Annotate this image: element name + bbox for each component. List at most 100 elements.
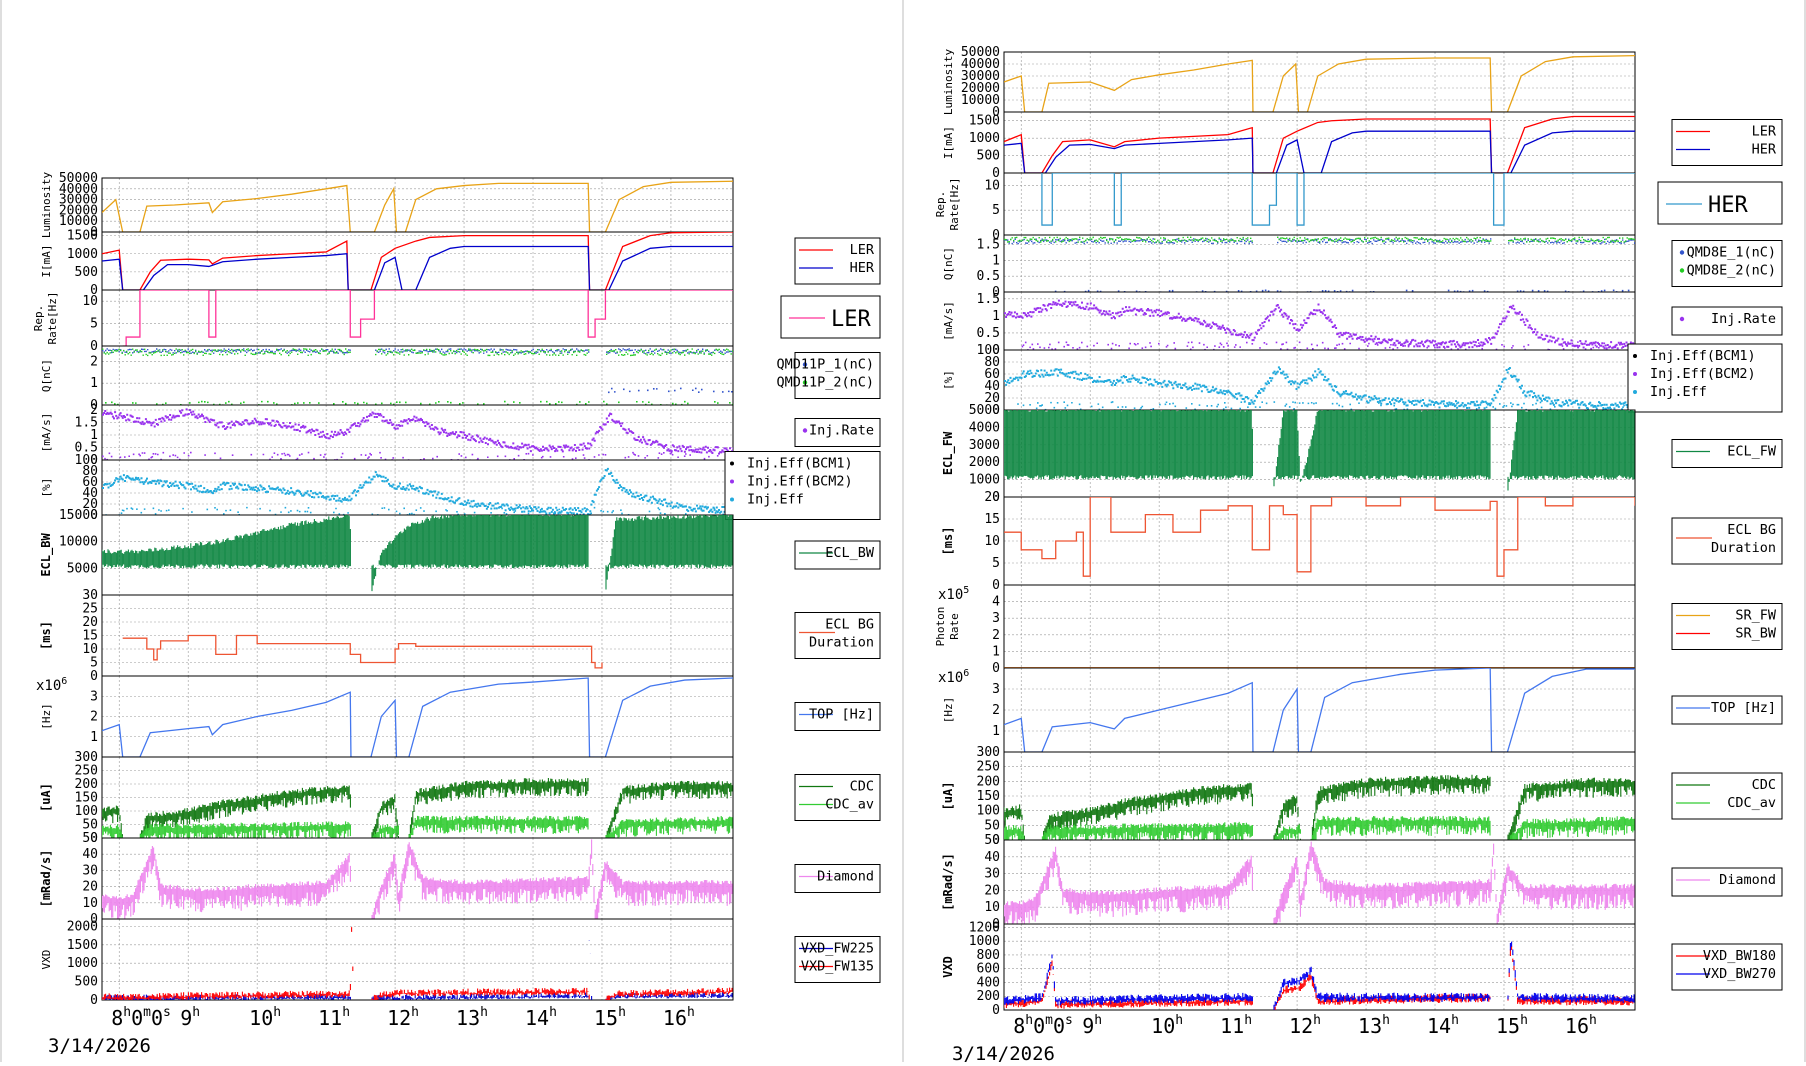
y-axis-label: Luminosity — [40, 172, 53, 239]
y-axis-label: [ms] — [941, 527, 955, 556]
y-tick-label: 5 — [90, 656, 98, 671]
y-tick-label: 500 — [75, 265, 98, 280]
y-tick-label: 2 — [90, 710, 98, 725]
x-tick-label: 11h — [1220, 1013, 1252, 1038]
legend: CDC CDC_av — [795, 775, 880, 821]
y-axis-label: Rep. — [934, 191, 947, 218]
y-axis-label: [ms] — [39, 621, 53, 650]
legend-label: CDC_av — [825, 797, 874, 813]
legend-label: TOP [Hz] — [809, 707, 874, 723]
panel-frame — [1004, 585, 1635, 668]
y-tick-label: 15 — [82, 629, 98, 644]
legend-marker — [730, 480, 734, 484]
x-tick-label: 12h — [1289, 1013, 1321, 1038]
series-line — [1004, 56, 1635, 112]
y-tick-label: 0.5 — [977, 326, 1000, 341]
y-axis-label: [%] — [942, 370, 955, 390]
y-tick-label: 1 — [992, 253, 1000, 268]
y-tick-label: 0 — [90, 339, 98, 354]
plot-area — [1004, 942, 1634, 1010]
y-tick-label: 0 — [992, 578, 1000, 593]
series-dots — [102, 468, 734, 517]
y-tick-label: 100 — [977, 804, 1000, 819]
legend-label: CDC — [850, 779, 874, 795]
plot-area — [1004, 497, 1635, 576]
legend-label: Diamond — [817, 869, 874, 885]
series-line — [102, 247, 733, 291]
legend-label: VXD_BW270 — [1703, 966, 1776, 982]
y-tick-label: 3 — [992, 682, 1000, 697]
dot-cloud — [102, 348, 733, 393]
dot-cloud — [102, 468, 734, 517]
y-tick-label: 50 — [984, 833, 1000, 848]
y-tick-label: 10 — [984, 178, 1000, 193]
y-tick-label: 2 — [90, 403, 98, 418]
legend-label: Inj.Eff(BCM2) — [747, 474, 853, 490]
legend: ECL_FW — [1672, 440, 1782, 468]
y-axis-label: [mA/s] — [942, 301, 955, 341]
legend-label: Inj.Eff — [1650, 384, 1707, 400]
plot-area — [102, 839, 732, 919]
panel-vxd: 020040060080010001200VXDVXD_BW180VXD_BW2… — [941, 920, 1782, 1018]
legend-label: CDC_av — [1727, 795, 1776, 811]
dot-cloud — [1004, 238, 1635, 293]
x-tick-label: 14h — [1427, 1013, 1459, 1038]
y-tick-label: 10 — [82, 294, 98, 309]
y-tick-label: 2000 — [969, 455, 1000, 470]
y-tick-label: 0 — [90, 993, 98, 1008]
axis-multiplier: x106 — [36, 676, 67, 694]
series-dots — [102, 348, 734, 406]
legend-label: LER — [850, 242, 875, 258]
plot-area — [1004, 237, 1635, 294]
y-axis-label: Rate[Hz] — [948, 178, 961, 231]
legend-label: HER — [850, 260, 875, 276]
y-tick-label: 50 — [984, 818, 1000, 833]
y-tick-label: 3 — [992, 611, 1000, 626]
series-band — [102, 839, 732, 919]
legend-marker — [730, 498, 734, 502]
series-band — [1004, 942, 1634, 1010]
y-axis-label: Q[nC] — [40, 359, 53, 392]
y-axis-label: ECL_FW — [941, 431, 956, 475]
y-tick-label: 0.5 — [977, 269, 1000, 284]
y-tick-label: 5 — [992, 556, 1000, 571]
y-tick-label: 25 — [82, 602, 98, 617]
legend-label: QMD8E_2(nC) — [1687, 263, 1776, 279]
y-tick-label: 30 — [984, 867, 1000, 882]
y-tick-label: 1.5 — [977, 238, 1000, 253]
y-tick-label: 15000 — [59, 508, 98, 523]
legend: Inj.Eff(BCM1)Inj.Eff(BCM2)Inj.Eff — [725, 452, 880, 520]
y-tick-label: 2 — [992, 703, 1000, 718]
y-tick-label: 600 — [977, 962, 1000, 977]
x-tick-label: 10h — [1151, 1013, 1183, 1038]
plot-area — [102, 778, 732, 838]
y-axis-label: I[mA] — [942, 126, 955, 159]
legend-label: ECL_FW — [1727, 444, 1777, 460]
series-band — [1004, 406, 1634, 490]
series-line — [102, 678, 733, 757]
y-tick-label: 0 — [992, 661, 1000, 676]
y-tick-label: 0 — [90, 669, 98, 684]
legend-marker — [1680, 317, 1684, 321]
legend-label: LER — [831, 307, 871, 332]
plot-area — [1004, 366, 1636, 411]
legend-label: Inj.Eff — [747, 492, 804, 508]
y-tick-label: 5 — [992, 203, 1000, 218]
y-tick-label: 1500 — [969, 114, 1000, 129]
series-line — [1004, 117, 1635, 173]
dot-cloud — [1004, 366, 1636, 411]
x-tick-label: 9h — [180, 1005, 200, 1030]
legend-label: VXD_FW135 — [801, 959, 874, 975]
